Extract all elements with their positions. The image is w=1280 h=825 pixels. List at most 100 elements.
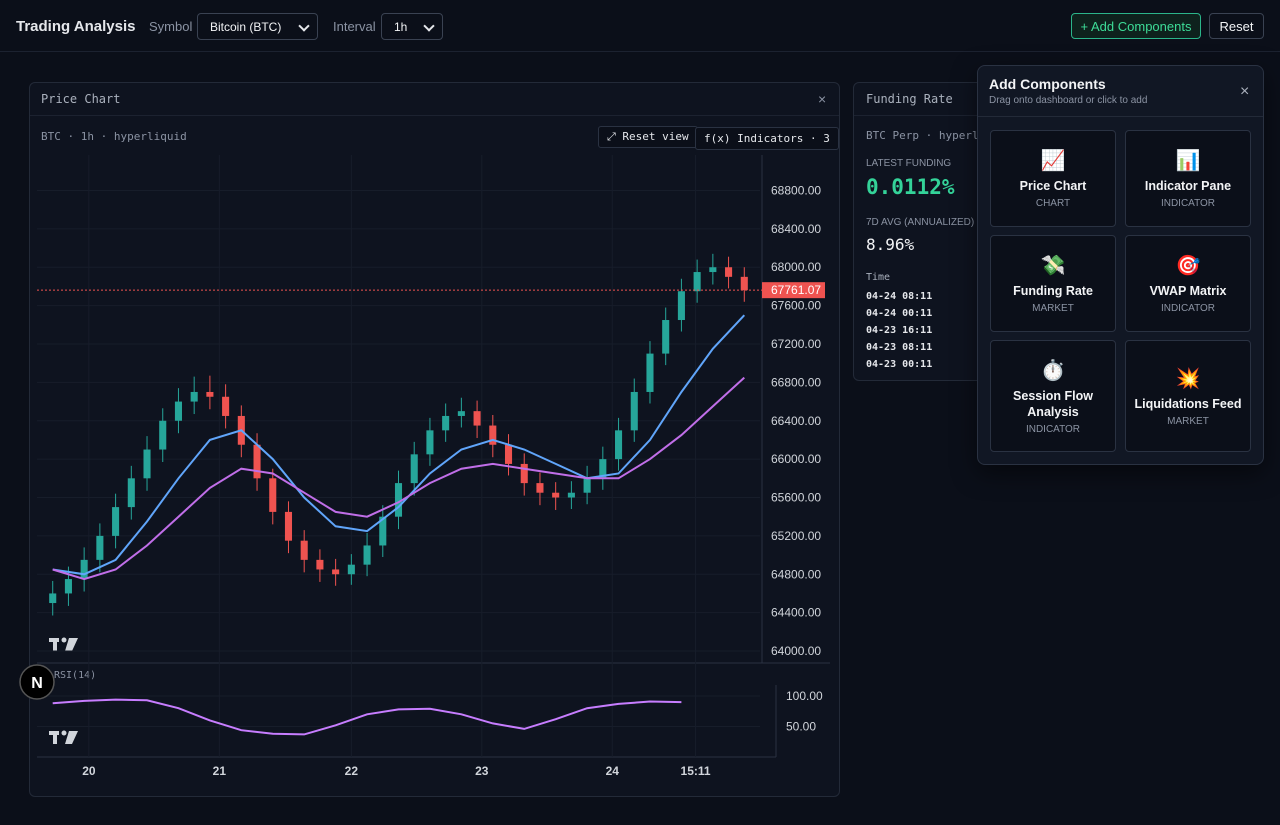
- candle-body: [332, 569, 340, 575]
- last-price-label: 67761.07: [771, 283, 821, 297]
- card-name: Indicator Pane: [1144, 179, 1232, 193]
- y-tick-label: 65600.00: [771, 491, 821, 505]
- candle-body: [394, 483, 403, 517]
- rsi-title: RSI(14): [54, 670, 96, 681]
- reset-button[interactable]: Reset: [1209, 13, 1264, 39]
- popover-title: Add Components: [989, 76, 1106, 92]
- panel-title: Price Chart: [41, 92, 121, 106]
- component-card[interactable]: 📈 Price Chart CHART: [990, 130, 1116, 227]
- candle-body: [159, 420, 167, 450]
- card-name: VWAP Matrix: [1149, 284, 1227, 298]
- x-tick-label: 23: [475, 764, 489, 778]
- table-header: Time: [866, 272, 891, 283]
- candle-body: [693, 272, 701, 292]
- candle-body: [662, 320, 670, 354]
- candle-body: [190, 391, 198, 402]
- candle-body: [583, 478, 591, 493]
- time-list: 04-24 08:11 04-24 00:11 04-23 16:11 04-23 0…: [866, 288, 932, 373]
- y-tick-label: 68000.00: [771, 260, 821, 274]
- candle-body: [599, 459, 607, 479]
- candle-body: [677, 291, 685, 321]
- card-category: INDICATOR: [1160, 303, 1216, 314]
- card-icon: 📊: [1175, 148, 1201, 172]
- candle-body: [489, 425, 497, 445]
- card-category: INDICATOR: [1025, 423, 1081, 435]
- candle-body: [552, 492, 560, 498]
- y-tick-label: 68400.00: [771, 222, 821, 236]
- card-name: Liquidations Feed: [1134, 396, 1242, 411]
- funding-subtitle: BTC Perp · hyperliquid: [866, 129, 1012, 142]
- candle-body: [520, 463, 528, 484]
- dev-badge[interactable]: [19, 664, 55, 700]
- candle-body: [442, 415, 450, 431]
- funding-time: 04-24 00:11: [866, 308, 933, 319]
- indicators-button[interactable]: f(x) Indicators · 3: [695, 127, 839, 150]
- candle-body: [300, 540, 308, 560]
- candle-body: [457, 411, 465, 416]
- candle-body: [253, 444, 261, 479]
- candle-body: [740, 276, 748, 291]
- card-icon: 💥: [1175, 365, 1201, 390]
- y-tick-label: 66800.00: [771, 375, 821, 389]
- card-category: CHART: [1035, 198, 1071, 209]
- indicator-line: [52, 314, 746, 576]
- candle-body: [80, 559, 88, 580]
- candle-body: [174, 401, 182, 421]
- card-icon: 🎯: [1175, 253, 1201, 277]
- candle-body: [426, 430, 434, 455]
- interval-value: 1h: [394, 20, 408, 34]
- interval-label: Interval: [333, 19, 376, 34]
- y-tick-label: 66400.00: [771, 414, 821, 428]
- candle-body: [316, 559, 324, 570]
- card-name: Funding Rate: [1013, 284, 1093, 298]
- close-button[interactable]: ×: [818, 91, 827, 107]
- y-tick-label: 100.00: [786, 689, 823, 703]
- candle-body: [567, 492, 575, 498]
- panel-title: Funding Rate: [866, 92, 953, 106]
- candle-body: [269, 478, 277, 512]
- candle-body: [504, 444, 513, 464]
- funding-time: 04-24 08:11: [866, 291, 933, 302]
- avg-value: 8.96%: [866, 235, 915, 254]
- candle-body: [646, 353, 654, 392]
- interval-select[interactable]: 1h: [381, 13, 443, 40]
- candle-body: [615, 430, 623, 460]
- candle-body: [363, 545, 371, 565]
- component-card[interactable]: 💸 Funding Rate MARKET: [990, 235, 1116, 332]
- candle-body: [630, 391, 638, 431]
- dev-badge-letter: N: [31, 675, 43, 692]
- symbol-label: Symbol: [149, 19, 193, 34]
- candle-body: [49, 593, 57, 604]
- y-tick-label: 64800.00: [771, 567, 821, 581]
- symbol-select[interactable]: Bitcoin (BTC): [197, 13, 318, 40]
- candle-body: [112, 507, 120, 536]
- candle-body: [206, 391, 214, 397]
- card-icon: 📈: [1040, 148, 1066, 172]
- add-components-button[interactable]: + Add Components: [1071, 13, 1201, 39]
- popover-close[interactable]: ×: [1240, 83, 1250, 100]
- y-tick-label: 67200.00: [771, 337, 821, 351]
- x-tick-label: 15:11: [681, 764, 711, 778]
- x-tick-label: 22: [345, 764, 359, 778]
- component-card[interactable]: ⏱️ Session Flow Analysis INDICATOR: [990, 340, 1116, 452]
- component-card[interactable]: 🎯 VWAP Matrix INDICATOR: [1125, 235, 1251, 332]
- candle-body: [709, 267, 717, 273]
- latest-label: LATEST FUNDING: [866, 158, 952, 169]
- popover-subtitle: Drag onto dashboard or click to add: [989, 95, 1148, 106]
- y-tick-label: 64400.00: [771, 606, 821, 620]
- latest-value: 0.0112%: [866, 175, 955, 199]
- component-card[interactable]: 📊 Indicator Pane INDICATOR: [1125, 130, 1251, 227]
- top-bar: Trading Analysis Symbol Bitcoin (BTC) In…: [0, 0, 1280, 52]
- candle-body: [222, 396, 230, 416]
- funding-time: 04-23 00:11: [866, 359, 933, 370]
- panel-divider: [854, 115, 1022, 116]
- card-category: MARKET: [1167, 415, 1209, 427]
- card-icon: 💸: [1040, 253, 1066, 277]
- component-card[interactable]: 💥 Liquidations Feed MARKET: [1125, 340, 1251, 452]
- candle-body: [473, 411, 481, 426]
- reset-view-button[interactable]: ⤢ Reset view: [598, 126, 698, 148]
- chart-subtitle: BTC · 1h · hyperliquid: [41, 130, 187, 143]
- x-tick-label: 24: [606, 764, 620, 778]
